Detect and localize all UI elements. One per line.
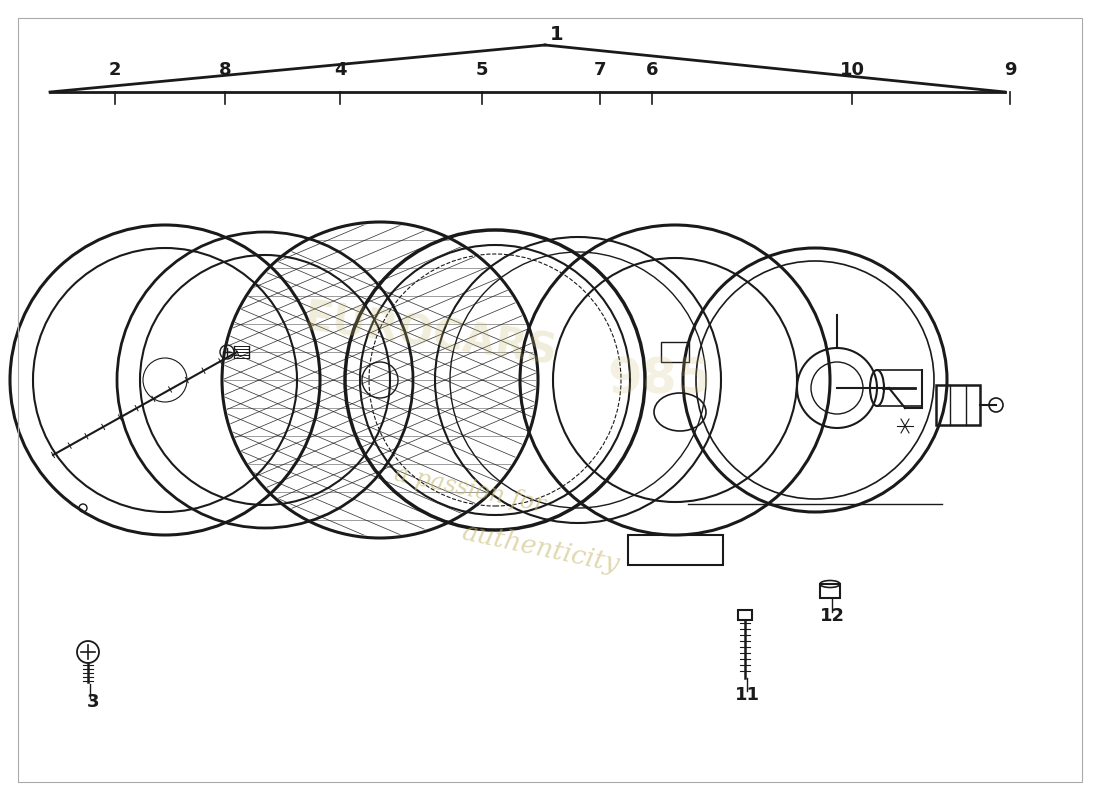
Text: 1: 1 [550,26,564,45]
Text: 3: 3 [87,693,99,711]
Text: EUROCARS: EUROCARS [300,297,559,374]
Text: 12: 12 [820,607,845,625]
Bar [661,342,689,362]
Bar [627,535,723,565]
Text: 11: 11 [735,686,759,704]
Text: 10: 10 [839,61,865,79]
Text: 2: 2 [109,61,121,79]
Text: a passion for: a passion for [393,462,548,518]
Text: 985: 985 [608,356,712,404]
Bar [820,584,840,598]
Text: 6: 6 [646,61,658,79]
Text: 7: 7 [594,61,606,79]
Text: 8: 8 [219,61,231,79]
Text: 4: 4 [333,61,346,79]
Text: authenticity: authenticity [459,519,622,577]
Text: 5: 5 [475,61,488,79]
Bar [738,610,752,620]
Bar [936,385,980,425]
Text: 9: 9 [1003,61,1016,79]
